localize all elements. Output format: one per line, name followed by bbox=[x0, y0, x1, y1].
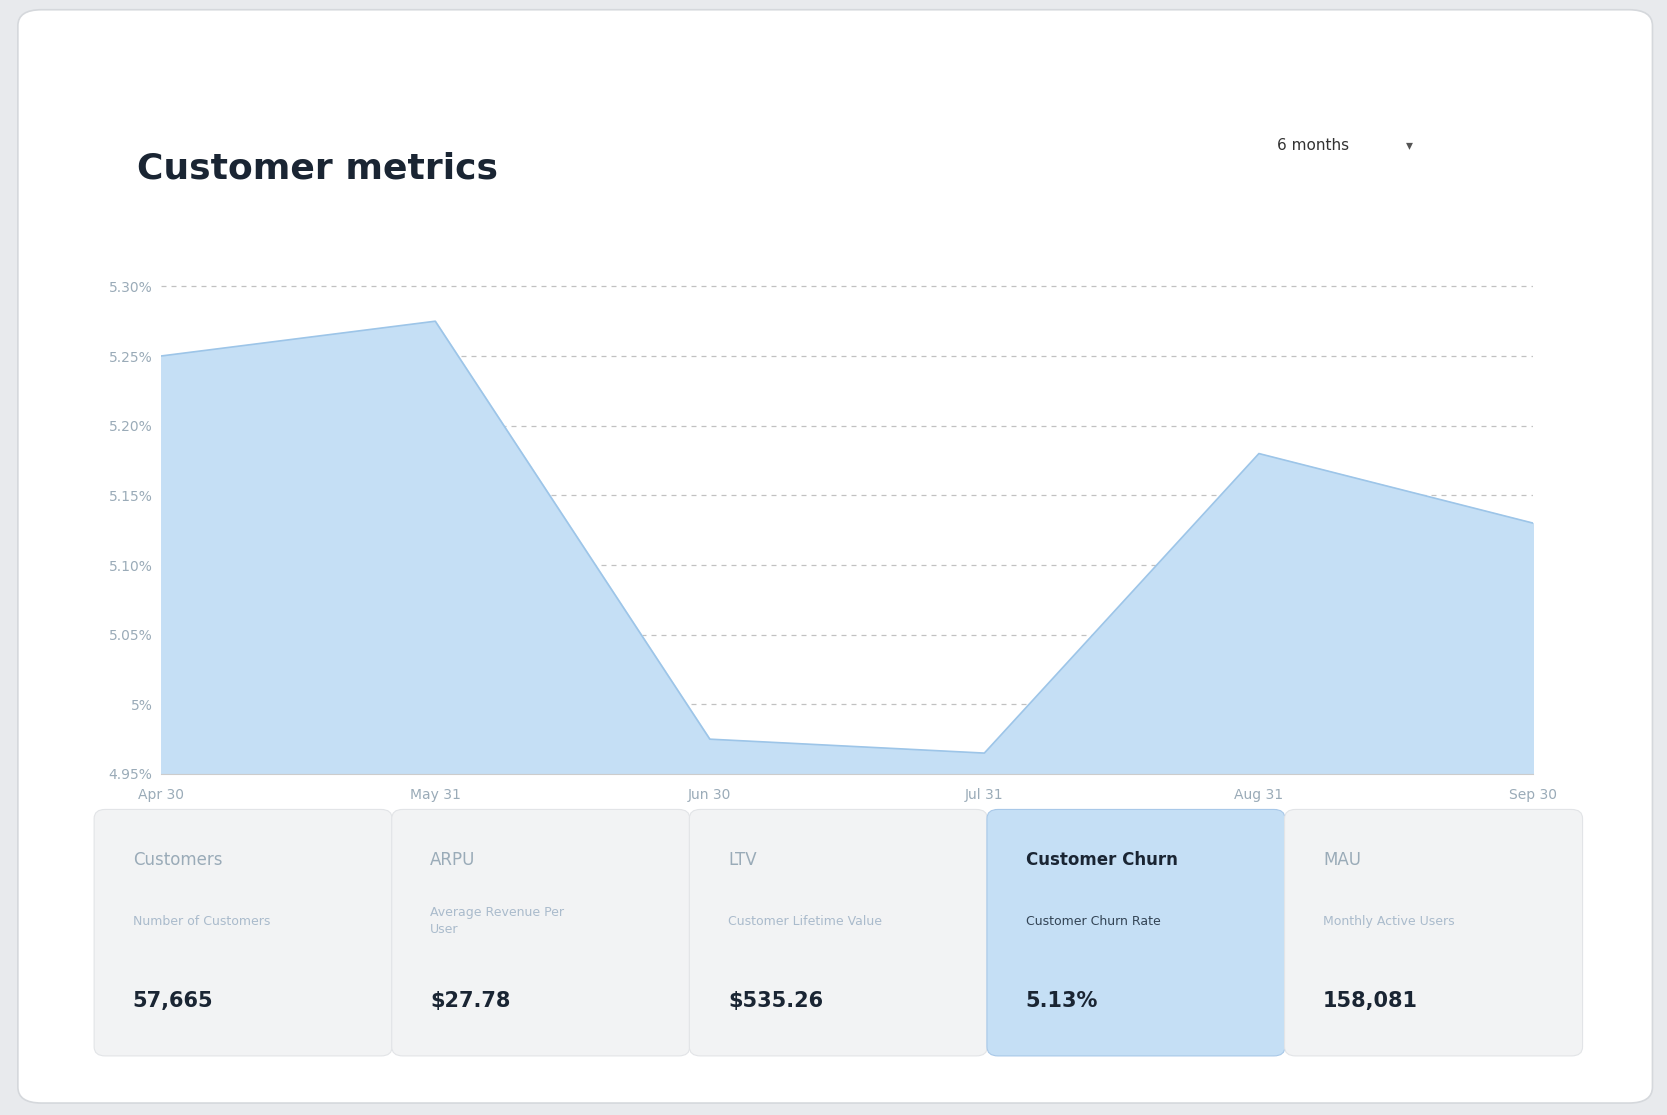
Text: Number of Customers: Number of Customers bbox=[133, 914, 270, 928]
FancyBboxPatch shape bbox=[1285, 809, 1582, 1056]
Text: 5.13%: 5.13% bbox=[1025, 991, 1099, 1011]
FancyBboxPatch shape bbox=[392, 809, 690, 1056]
Text: Customer Churn Rate: Customer Churn Rate bbox=[1025, 914, 1160, 928]
Text: Average Revenue Per
User: Average Revenue Per User bbox=[430, 906, 565, 937]
FancyBboxPatch shape bbox=[690, 809, 987, 1056]
Text: MAU: MAU bbox=[1324, 851, 1362, 869]
Text: 158,081: 158,081 bbox=[1324, 991, 1419, 1011]
Text: 57,665: 57,665 bbox=[133, 991, 213, 1011]
Text: ARPU: ARPU bbox=[430, 851, 475, 869]
Text: $535.26: $535.26 bbox=[728, 991, 823, 1011]
Text: Customer Lifetime Value: Customer Lifetime Value bbox=[728, 914, 882, 928]
Text: ▾: ▾ bbox=[1405, 138, 1414, 153]
Text: LTV: LTV bbox=[728, 851, 757, 869]
Text: Customers: Customers bbox=[133, 851, 222, 869]
FancyBboxPatch shape bbox=[1200, 112, 1462, 182]
Text: $27.78: $27.78 bbox=[430, 991, 510, 1011]
Text: Customer metrics: Customer metrics bbox=[137, 152, 498, 186]
Text: Monthly Active Users: Monthly Active Users bbox=[1324, 914, 1455, 928]
Text: 6 months: 6 months bbox=[1277, 138, 1349, 153]
Text: Customer Churn: Customer Churn bbox=[1025, 851, 1177, 869]
FancyBboxPatch shape bbox=[987, 809, 1285, 1056]
FancyBboxPatch shape bbox=[18, 10, 1652, 1103]
FancyBboxPatch shape bbox=[93, 809, 392, 1056]
